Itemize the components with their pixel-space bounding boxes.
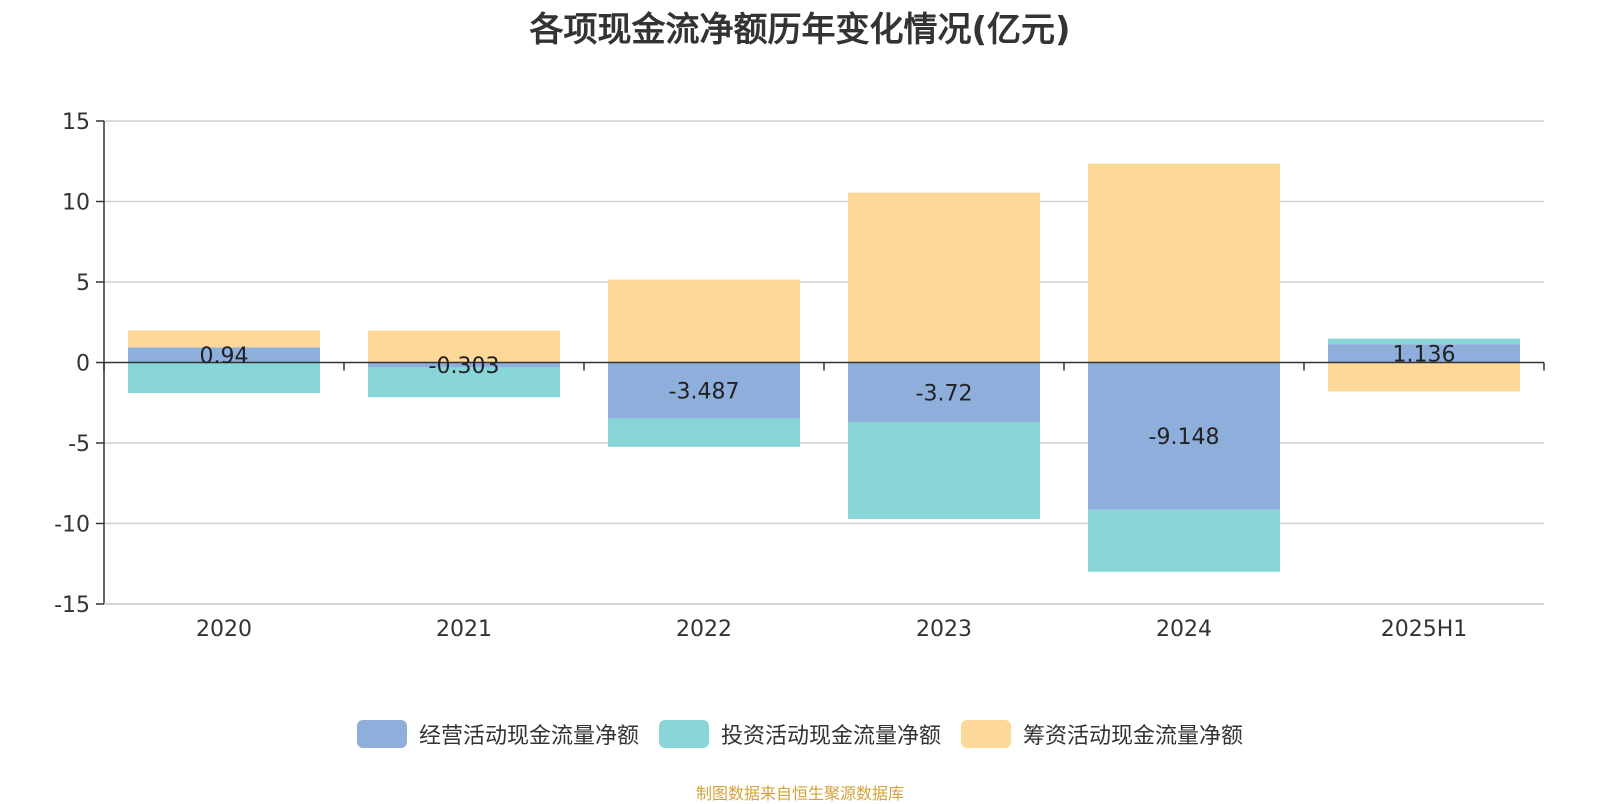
y-tick-label: -10 [54, 513, 90, 538]
x-tick-label: 2020 [196, 617, 252, 642]
legend-item-financing[interactable]: 筹资活动现金流量净额 [961, 718, 1243, 750]
legend-label-operating: 经营活动现金流量净额 [418, 724, 639, 749]
x-tick-label: 2024 [1156, 617, 1212, 642]
bar-segment [848, 192, 1040, 363]
bar-segment [1328, 344, 1520, 363]
bar-segment [1328, 362, 1520, 392]
data-label: -9.148 [1149, 425, 1220, 450]
data-label: -0.303 [429, 354, 500, 379]
bar-segment [608, 418, 800, 447]
bar-segment [608, 279, 800, 363]
bar-segment [128, 347, 320, 363]
y-tick-label: -5 [68, 432, 90, 457]
y-tick-label: 15 [62, 110, 90, 135]
source-note: 制图数据来自恒生聚源数据库 [695, 784, 904, 803]
legend-item-operating[interactable]: 经营活动现金流量净额 [356, 718, 639, 750]
bar-segment [368, 330, 560, 363]
bar-segment [368, 362, 560, 368]
legend-item-investing[interactable]: 投资活动现金流量净额 [658, 718, 941, 750]
bar-segment [128, 362, 320, 394]
legend-label-investing: 投资活动现金流量净额 [720, 724, 941, 749]
y-tick-label: 5 [76, 271, 90, 296]
bar-segment [128, 330, 320, 348]
x-tick-label: 2023 [916, 617, 972, 642]
legend-swatch-investing [658, 720, 709, 748]
y-tick-label: 0 [76, 352, 90, 377]
legend-label-financing: 筹资活动现金流量净额 [1023, 724, 1244, 749]
x-tick-label: 2022 [676, 617, 732, 642]
x-tick-label: 2021 [436, 617, 492, 642]
data-label: 1.136 [1393, 342, 1456, 367]
stacked-bar-chart: 15 10 5 0 -5 -10 -15 2020 2021 2022 2023 2024 2025H1… [54, 110, 1545, 642]
bar-segment [368, 367, 560, 398]
data-label: -3.487 [669, 380, 740, 405]
bar-segment [848, 362, 1040, 423]
legend: 经营活动现金流量净额 投资活动现金流量净额 筹资活动现金流量净额 [0, 718, 1600, 750]
chart-title: 各项现金流净额历年变化情况(亿元) [529, 10, 1071, 50]
bar-segment [1328, 338, 1520, 345]
data-label: -3.72 [916, 381, 973, 406]
y-tick-label: 10 [62, 191, 90, 216]
bar-segment [608, 362, 800, 419]
y-tick-label: -15 [54, 593, 90, 618]
bar-segment [848, 422, 1040, 519]
x-tick-label: 2025H1 [1381, 617, 1468, 642]
bar-segment [1088, 509, 1280, 572]
bar-segment [1088, 362, 1280, 510]
legend-swatch-operating [356, 720, 407, 748]
data-label: 0.94 [200, 344, 249, 369]
legend-swatch-financing [961, 720, 1011, 748]
bar-segment [1088, 163, 1280, 363]
